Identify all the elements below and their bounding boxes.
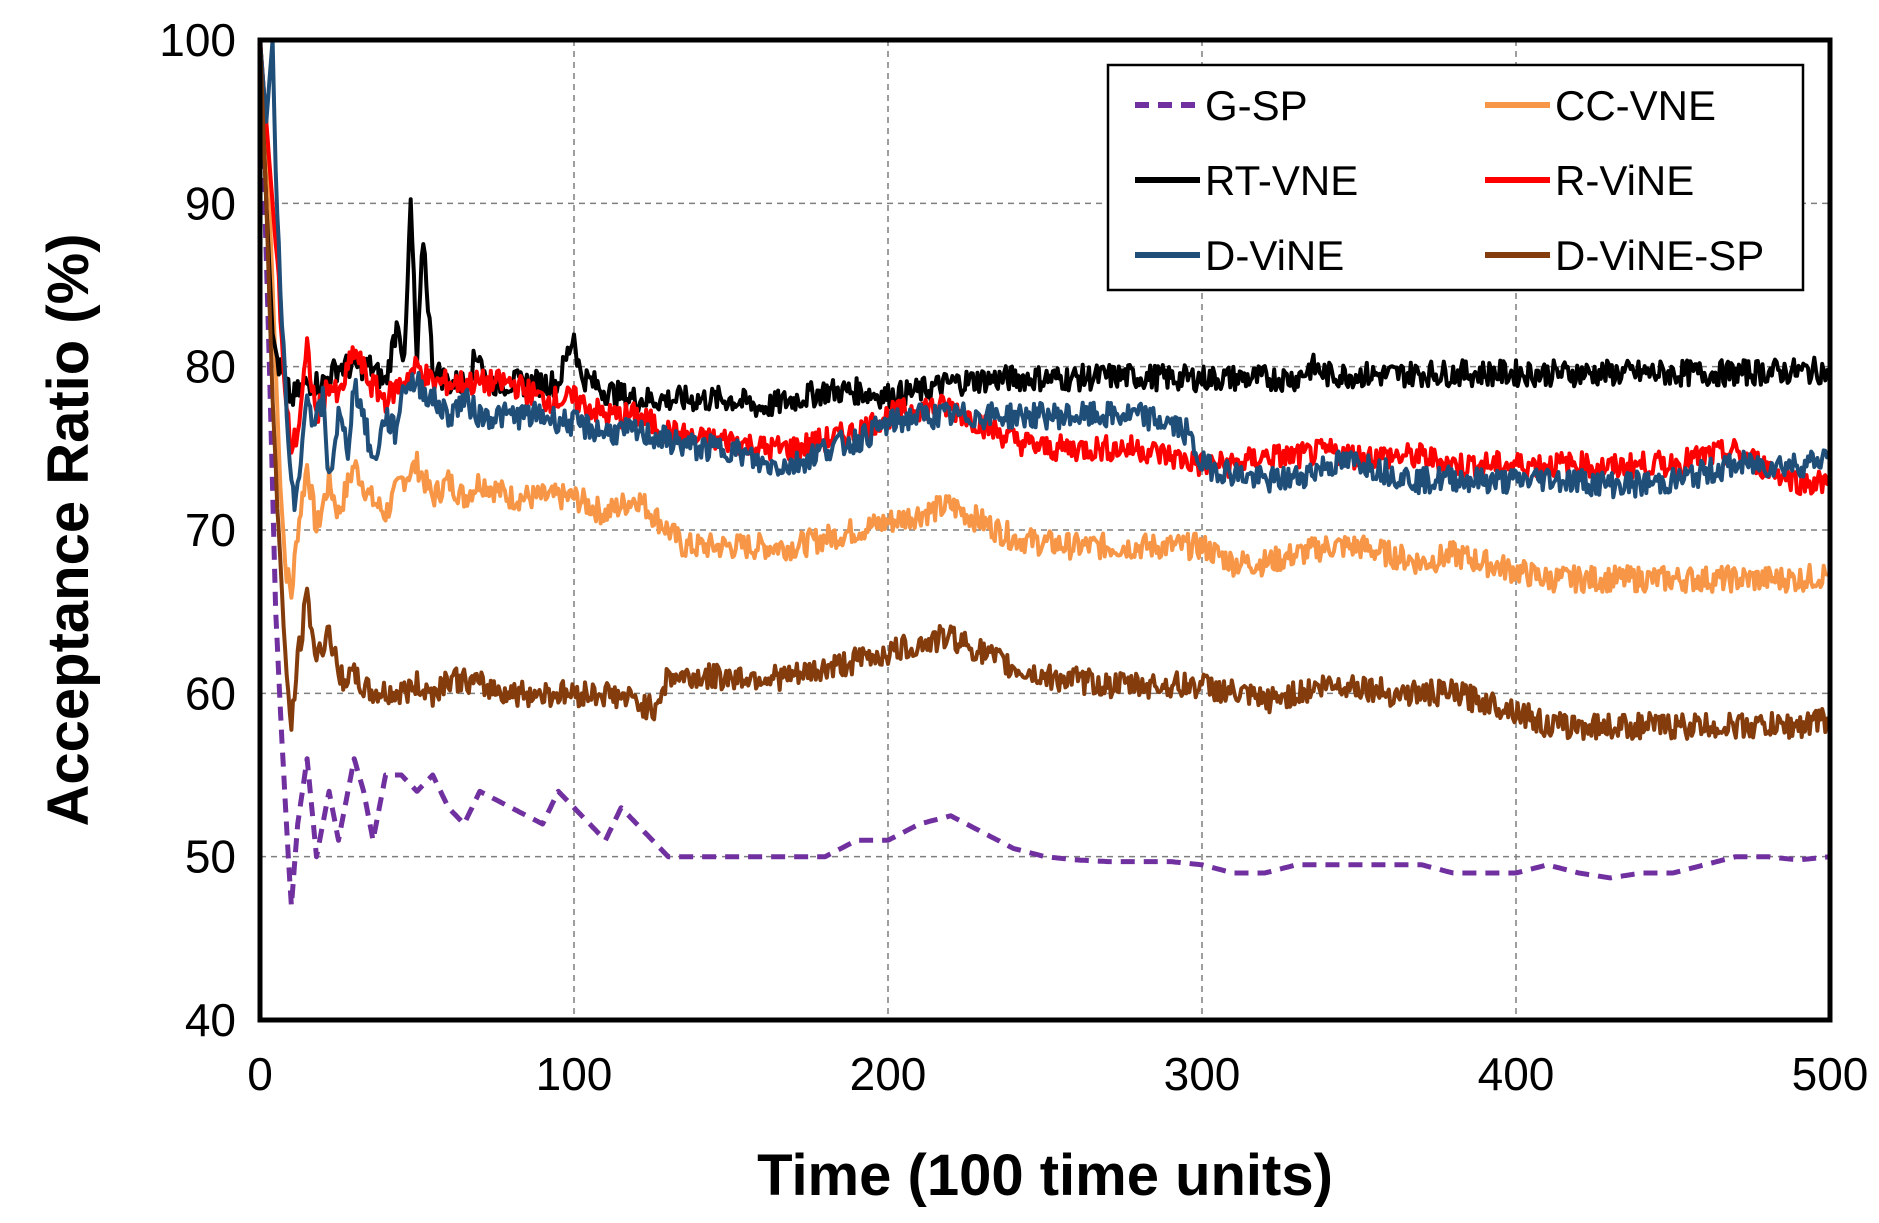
series-line-d-vine-sp bbox=[258, 39, 1831, 741]
y-tick-label: 40 bbox=[185, 994, 236, 1046]
legend-label: G-SP bbox=[1205, 82, 1308, 129]
legend-label: RT-VNE bbox=[1205, 157, 1358, 204]
x-tick-label: 500 bbox=[1792, 1048, 1869, 1100]
y-tick-label: 80 bbox=[185, 341, 236, 393]
plot-frame bbox=[257, 37, 1833, 1023]
legend-box bbox=[1106, 63, 1805, 292]
x-tick-label: 400 bbox=[1478, 1048, 1555, 1100]
series-line-d-vine bbox=[258, 38, 1831, 513]
y-tick-label: 60 bbox=[185, 667, 236, 719]
x-tick-label: 300 bbox=[1164, 1048, 1241, 1100]
x-tick-labels: 0 100 200 300 400 500 bbox=[247, 1048, 1868, 1100]
y-tick-label: 70 bbox=[185, 504, 236, 556]
y-tick-labels: 40 50 60 70 80 90 100 bbox=[159, 14, 236, 1046]
x-axis-title: Time (100 time units) bbox=[757, 1143, 1333, 1208]
legend-label: D-ViNE bbox=[1205, 232, 1344, 279]
legend-label: R-ViNE bbox=[1555, 157, 1694, 204]
legend: G-SP CC-VNE RT-VNE R-ViNE D-ViNE D-ViNE-SP bbox=[1106, 63, 1805, 292]
gridlines bbox=[260, 40, 1830, 1020]
y-tick-label: 100 bbox=[159, 14, 236, 66]
y-tick-label: 90 bbox=[185, 177, 236, 229]
series-line-r-vine bbox=[258, 39, 1831, 497]
legend-label: CC-VNE bbox=[1555, 82, 1716, 129]
series-line-cc-vne bbox=[258, 39, 1831, 600]
legend-label: D-ViNE-SP bbox=[1555, 232, 1764, 279]
y-axis-title: Acceptance Ratio (%) bbox=[36, 233, 101, 826]
series-line-g-sp bbox=[257, 39, 1831, 909]
y-tick-label: 50 bbox=[185, 831, 236, 883]
x-tick-label: 100 bbox=[536, 1048, 613, 1100]
x-tick-label: 200 bbox=[850, 1048, 927, 1100]
series-layer bbox=[257, 38, 1831, 909]
x-tick-label: 0 bbox=[247, 1048, 273, 1100]
